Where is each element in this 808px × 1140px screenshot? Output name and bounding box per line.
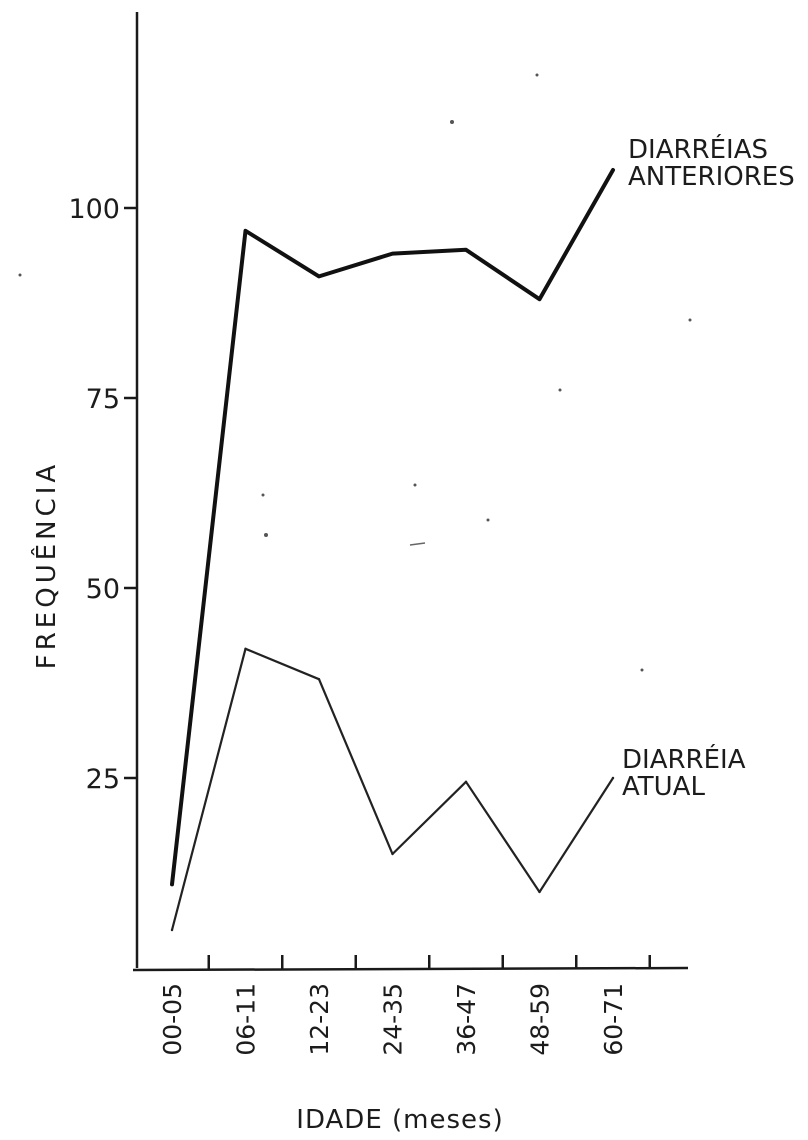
y-tick-label: 25	[86, 764, 120, 795]
x-category-label: 24-35	[379, 983, 408, 1056]
series-line-1	[170, 647, 615, 932]
data-point	[611, 168, 615, 172]
y-axis-title: FREQUÊNCIA	[30, 461, 62, 669]
data-point	[244, 647, 247, 650]
x-axis-title: IDADE (meses)	[296, 1105, 503, 1135]
data-point	[611, 776, 615, 780]
x-category-label: 36-47	[452, 983, 481, 1056]
scan-streak	[409, 542, 426, 546]
data-point	[538, 298, 541, 301]
scan-noise	[18, 73, 692, 672]
x-category-label: 48-59	[526, 983, 555, 1056]
x-category-label: 12-23	[305, 983, 334, 1056]
series-line-0	[170, 168, 615, 887]
x-ticks: 00-05 06-11 12-23 24-35 36-47 48-59 60-71	[158, 955, 651, 1056]
y-ticks: 25 50 75 100	[68, 194, 137, 795]
data-point	[170, 883, 174, 886]
data-point	[538, 890, 541, 894]
data-point	[317, 678, 321, 681]
data-point	[170, 928, 174, 932]
data-point	[464, 248, 468, 251]
series-label-line: ATUAL	[622, 772, 705, 802]
y-tick-label: 75	[86, 384, 120, 415]
series-lines	[170, 168, 615, 932]
y-tick-label: 100	[68, 194, 120, 225]
series-label-line: ANTERIORES	[628, 162, 795, 192]
x-axis-line	[132, 966, 689, 972]
data-point	[317, 275, 321, 278]
data-point	[391, 252, 394, 255]
axes	[132, 12, 689, 972]
series-label-line: DIARRÉIAS	[628, 133, 768, 165]
series-label-line: DIARRÉIA	[622, 743, 746, 775]
data-point	[244, 229, 247, 232]
data-point	[391, 852, 394, 856]
x-category-label: 06-11	[232, 983, 261, 1056]
y-tick-label: 50	[86, 574, 120, 605]
data-point	[464, 780, 468, 783]
x-category-label: 00-05	[158, 983, 187, 1056]
x-category-label: 60-71	[599, 983, 628, 1056]
